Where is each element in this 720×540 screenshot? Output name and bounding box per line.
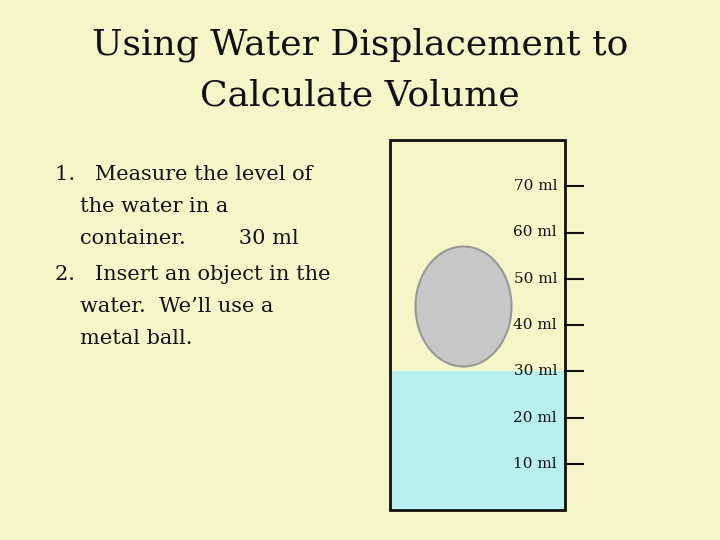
Text: 50 ml: 50 ml — [513, 272, 557, 286]
Text: the water in a: the water in a — [80, 198, 228, 217]
Text: water.  We’ll use a: water. We’ll use a — [80, 298, 274, 316]
Text: 60 ml: 60 ml — [513, 226, 557, 240]
Text: 20 ml: 20 ml — [513, 410, 557, 424]
Text: 40 ml: 40 ml — [513, 318, 557, 332]
Text: 1.   Measure the level of: 1. Measure the level of — [55, 165, 312, 185]
Bar — [390, 372, 565, 510]
Text: metal ball.: metal ball. — [80, 329, 192, 348]
Text: 10 ml: 10 ml — [513, 457, 557, 471]
Text: 70 ml: 70 ml — [513, 179, 557, 193]
Text: Calculate Volume: Calculate Volume — [200, 78, 520, 112]
Text: 2.   Insert an object in the: 2. Insert an object in the — [55, 266, 330, 285]
Bar — [390, 140, 565, 510]
Text: 30 ml: 30 ml — [513, 364, 557, 378]
Ellipse shape — [415, 246, 511, 367]
Text: Using Water Displacement to: Using Water Displacement to — [92, 28, 628, 62]
Text: container.        30 ml: container. 30 ml — [80, 230, 299, 248]
